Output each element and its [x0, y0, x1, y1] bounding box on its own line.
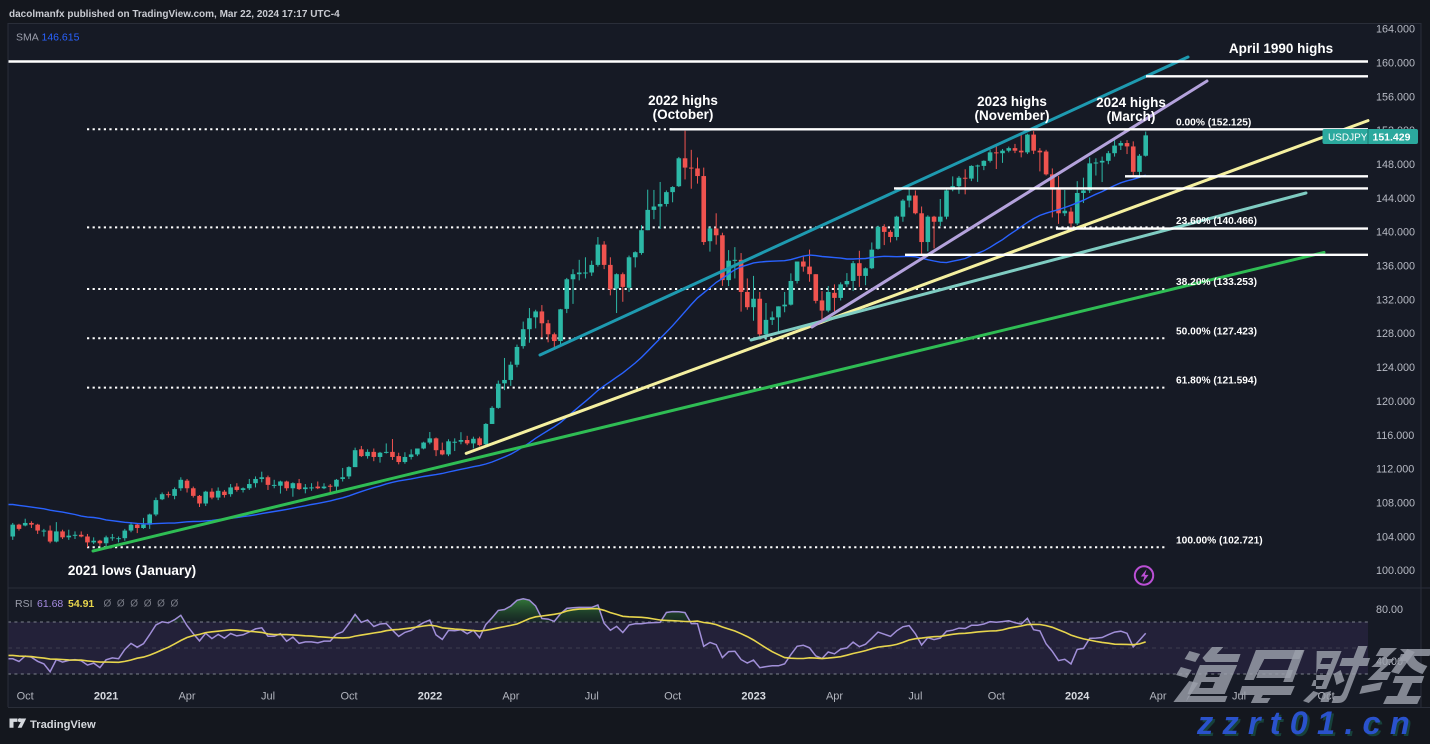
svg-text:38.20% (133.253): 38.20% (133.253)	[1176, 277, 1257, 288]
svg-text:50.00% (127.423): 50.00% (127.423)	[1176, 326, 1257, 337]
svg-text:Oct: Oct	[340, 691, 357, 703]
svg-text:SMA: SMA	[16, 32, 39, 44]
svg-text:2021: 2021	[94, 691, 118, 703]
svg-text:Jul: Jul	[908, 691, 922, 703]
svg-text:146.615: 146.615	[42, 32, 80, 44]
svg-text:2021 lows (January): 2021 lows (January)	[68, 563, 196, 578]
svg-text:2023 highs: 2023 highs	[977, 94, 1047, 109]
svg-text:zzrt01.cn: zzrt01.cn	[1198, 707, 1421, 739]
svg-text:100.000: 100.000	[1376, 565, 1415, 577]
svg-text:136.000: 136.000	[1376, 261, 1415, 273]
svg-text:Ø: Ø	[171, 599, 179, 610]
svg-text:104.000: 104.000	[1376, 531, 1415, 543]
svg-text:Apr: Apr	[826, 691, 843, 703]
svg-text:Ø: Ø	[104, 599, 112, 610]
svg-text:dacolmanfx published on Tradin: dacolmanfx published on TradingView.com,…	[9, 9, 340, 20]
svg-text:(October): (October)	[653, 107, 714, 122]
svg-text:Oct: Oct	[17, 691, 34, 703]
svg-text:Apr: Apr	[178, 691, 195, 703]
svg-text:Ø: Ø	[117, 599, 125, 610]
svg-text:148.000: 148.000	[1376, 159, 1415, 171]
svg-text:2022: 2022	[418, 691, 442, 703]
svg-text:Ø: Ø	[130, 599, 138, 610]
svg-text:23.60% (140.466): 23.60% (140.466)	[1176, 216, 1257, 227]
svg-text:zzrt01.cn: zzrt01.cn	[1196, 705, 1419, 739]
svg-text:RSI: RSI	[15, 598, 33, 610]
svg-text:Oct: Oct	[988, 691, 1005, 703]
svg-text:0.00% (152.125): 0.00% (152.125)	[1176, 117, 1251, 128]
svg-text:61.68: 61.68	[37, 598, 63, 610]
svg-text:132.000: 132.000	[1376, 294, 1415, 306]
svg-text:156.000: 156.000	[1376, 91, 1415, 103]
svg-text:80.00: 80.00	[1376, 604, 1403, 616]
svg-text:Ø: Ø	[157, 599, 165, 610]
svg-text:128.000: 128.000	[1376, 328, 1415, 340]
svg-text:120.000: 120.000	[1376, 396, 1415, 408]
svg-text:112.000: 112.000	[1376, 464, 1414, 476]
svg-text:2024: 2024	[1065, 691, 1090, 703]
svg-text:2024 highs: 2024 highs	[1096, 95, 1166, 110]
svg-text:Apr: Apr	[502, 691, 519, 703]
svg-text:61.80% (121.594): 61.80% (121.594)	[1176, 376, 1257, 387]
svg-text:124.000: 124.000	[1376, 362, 1415, 374]
svg-text:USDJPY: USDJPY	[1328, 132, 1368, 143]
svg-text:Apr: Apr	[1149, 691, 1166, 703]
svg-text:Jul: Jul	[585, 691, 599, 703]
svg-text:100.00% (102.721): 100.00% (102.721)	[1176, 535, 1263, 546]
svg-text:(November): (November)	[974, 108, 1049, 123]
svg-text:Ø: Ø	[144, 599, 152, 610]
svg-text:April 1990 highs: April 1990 highs	[1229, 41, 1333, 56]
svg-text:TradingView: TradingView	[30, 719, 96, 731]
svg-text:108.000: 108.000	[1376, 497, 1415, 509]
svg-text:144.000: 144.000	[1376, 193, 1415, 205]
svg-text:54.91: 54.91	[68, 598, 94, 610]
svg-text:(March): (March)	[1107, 109, 1156, 124]
svg-text:116.000: 116.000	[1376, 430, 1414, 442]
svg-text:164.000: 164.000	[1376, 24, 1415, 36]
svg-text:2023: 2023	[741, 691, 765, 703]
svg-text:Jul: Jul	[261, 691, 275, 703]
svg-text:160.000: 160.000	[1376, 58, 1415, 70]
svg-text:2022 highs: 2022 highs	[648, 93, 718, 108]
svg-text:Oct: Oct	[664, 691, 681, 703]
svg-text:151.429: 151.429	[1373, 131, 1411, 143]
svg-text:140.000: 140.000	[1376, 227, 1415, 239]
